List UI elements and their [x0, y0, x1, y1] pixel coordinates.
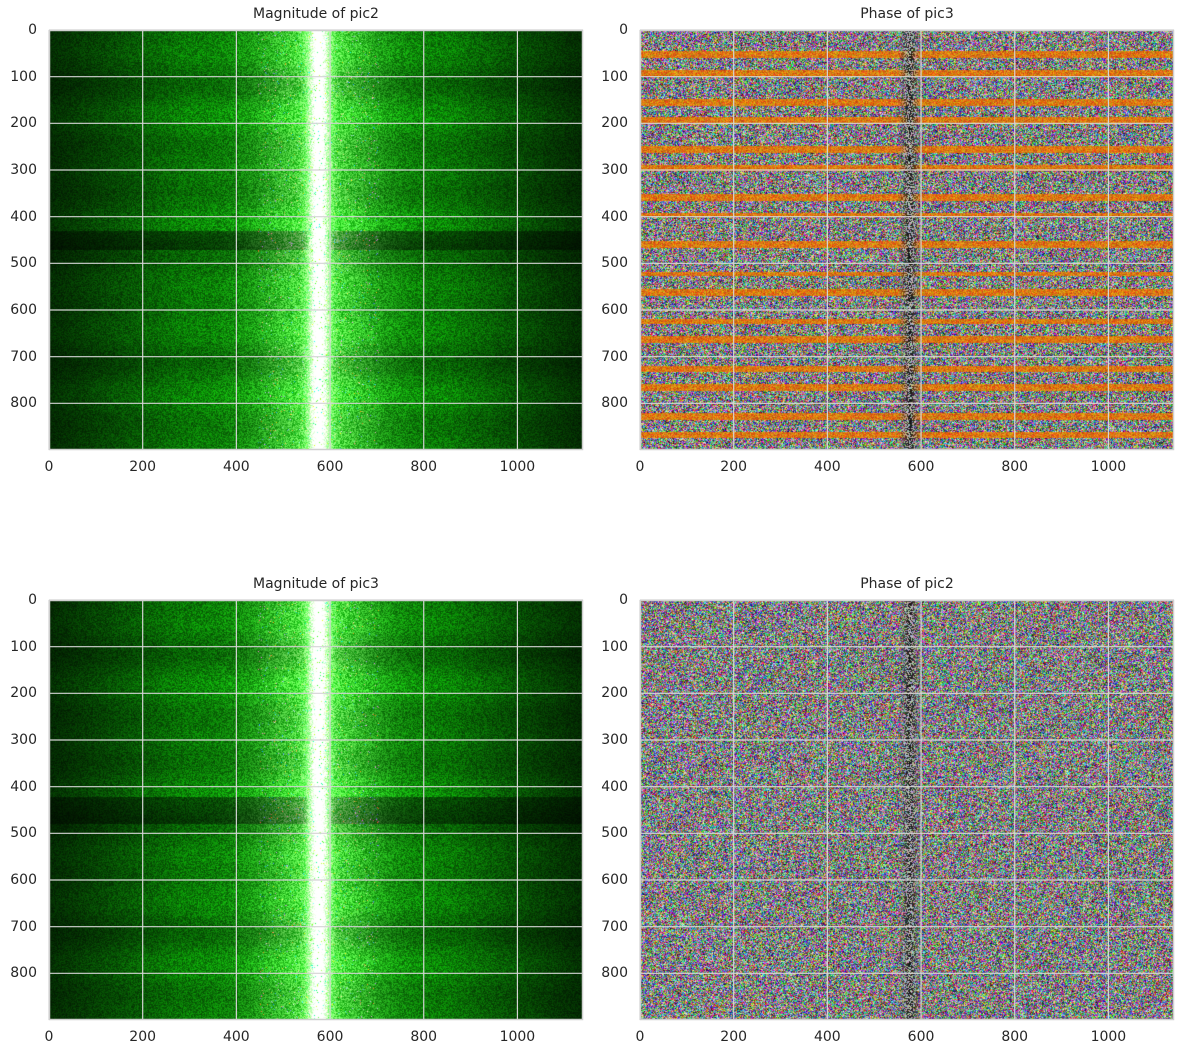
y-tick-label: 100: [601, 638, 628, 655]
x-tick-label: 800: [410, 1029, 438, 1045]
y-tick-label: 0: [28, 592, 37, 608]
x-tick-label: 600: [316, 1029, 344, 1045]
x-tick-label: 1000: [1090, 1029, 1127, 1045]
y-tick-label: 100: [10, 638, 37, 655]
x-tick-label: 1000: [499, 459, 536, 475]
y-tick-label: 300: [10, 162, 37, 178]
x-tick-label: 1000: [1090, 459, 1127, 475]
chart-title: Magnitude of pic2: [253, 6, 379, 22]
heatmap-image: [49, 600, 583, 1020]
y-tick-label: 600: [601, 302, 628, 318]
y-tick-label: 100: [10, 68, 37, 85]
heatmap-image: [640, 30, 1174, 450]
x-tick-label: 400: [813, 1029, 841, 1045]
y-tick-label: 200: [601, 685, 628, 702]
grid-overlay: [639, 29, 1175, 451]
x-tick-label: 600: [907, 1029, 935, 1045]
y-tick-label: 400: [10, 778, 37, 795]
x-tick-label: 800: [410, 459, 438, 475]
x-tick-label: 600: [316, 459, 344, 475]
y-tick-label: 400: [601, 208, 628, 225]
y-tick-label: 0: [619, 592, 628, 608]
chart-title: Phase of pic3: [860, 6, 954, 22]
y-tick-label: 200: [601, 115, 628, 132]
x-tick-label: 1000: [499, 1029, 536, 1045]
y-tick-label: 600: [601, 872, 628, 888]
y-tick-label: 800: [10, 965, 37, 982]
y-tick-label: 800: [601, 965, 628, 982]
x-tick-label: 200: [129, 1029, 157, 1045]
y-tick-label: 200: [10, 115, 37, 132]
heatmap-image: [49, 30, 583, 450]
y-tick-label: 600: [10, 872, 37, 888]
y-tick-label: 700: [601, 918, 628, 935]
x-tick-label: 800: [1001, 459, 1029, 475]
grid-overlay: [48, 599, 584, 1021]
y-tick-label: 100: [601, 68, 628, 85]
y-tick-label: 700: [10, 918, 37, 935]
y-tick-label: 400: [10, 208, 37, 225]
x-tick-label: 200: [129, 459, 157, 475]
chart-title: Magnitude of pic3: [253, 576, 379, 592]
x-tick-label: 0: [635, 1029, 645, 1045]
y-tick-label: 300: [601, 162, 628, 178]
x-tick-label: 800: [1001, 1029, 1029, 1045]
y-tick-label: 700: [601, 348, 628, 365]
y-tick-label: 500: [10, 255, 37, 272]
grid-overlay: [48, 29, 584, 451]
y-tick-label: 200: [10, 685, 37, 702]
y-tick-label: 700: [10, 348, 37, 365]
y-tick-label: 300: [601, 732, 628, 748]
x-tick-label: 400: [813, 459, 841, 475]
y-tick-label: 500: [601, 255, 628, 272]
y-tick-label: 300: [10, 732, 37, 748]
x-tick-label: 0: [44, 1029, 54, 1045]
grid-overlay: [639, 599, 1175, 1021]
y-tick-label: 600: [10, 302, 37, 318]
axes-frame: [639, 29, 1175, 451]
axes-frame: [48, 599, 584, 1021]
x-tick-label: 400: [222, 1029, 250, 1045]
y-tick-label: 500: [601, 825, 628, 842]
x-tick-label: 200: [720, 459, 748, 475]
x-tick-label: 600: [907, 459, 935, 475]
x-tick-label: 400: [222, 459, 250, 475]
x-tick-label: 200: [720, 1029, 748, 1045]
x-tick-label: 0: [44, 459, 54, 475]
y-tick-label: 800: [601, 395, 628, 412]
y-tick-label: 0: [28, 22, 37, 38]
axes-frame: [48, 29, 584, 451]
y-tick-label: 500: [10, 825, 37, 842]
y-tick-label: 800: [10, 395, 37, 412]
heatmap-image: [640, 600, 1174, 1020]
y-tick-label: 400: [601, 778, 628, 795]
y-tick-label: 0: [619, 22, 628, 38]
chart-title: Phase of pic2: [860, 576, 954, 592]
axes-frame: [639, 599, 1175, 1021]
x-tick-label: 0: [635, 459, 645, 475]
